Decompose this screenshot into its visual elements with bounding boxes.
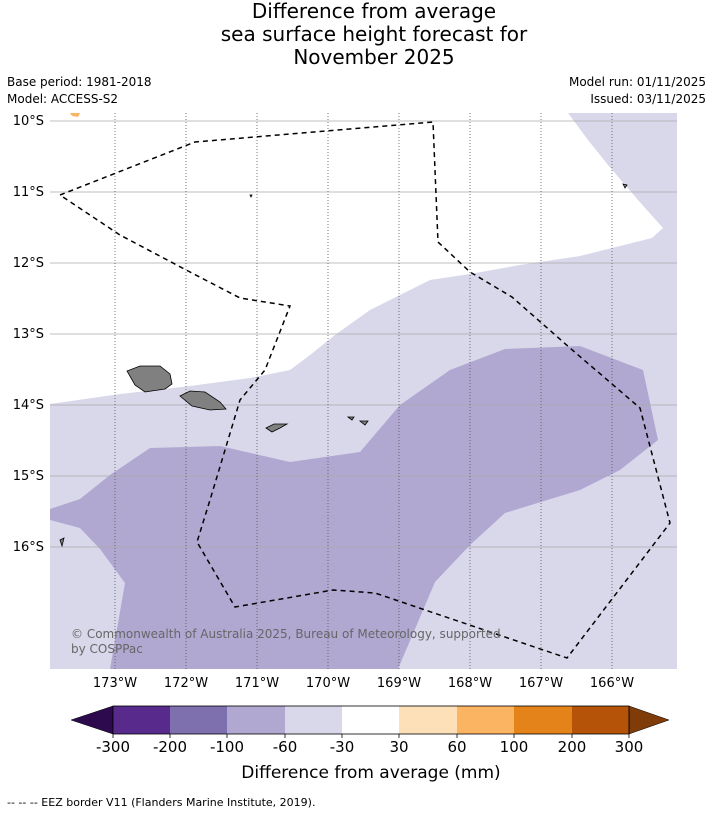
lat-labels: 10°S 11°S 12°S 13°S 14°S 15°S 16°S: [13, 114, 44, 555]
title-line-3: November 2025: [293, 45, 455, 69]
lat-label: 10°S: [13, 114, 44, 129]
upolu-island: [179, 390, 227, 411]
savaii-island: [126, 365, 173, 393]
colorbar-tick-label: 30: [389, 738, 408, 756]
tokelau-atoll: [622, 183, 628, 189]
lat-label: 12°S: [13, 256, 44, 271]
colorbar-bin: [572, 706, 629, 734]
lon-label: 171°W: [235, 676, 279, 691]
lat-label: 15°S: [13, 469, 44, 484]
colorbar-bin: [342, 706, 399, 734]
colorbar: -300 -200 -100 -60 -30 30 60 100 200 300…: [70, 705, 670, 783]
title-line-1: Difference from average: [251, 0, 497, 23]
lat-label: 14°S: [13, 398, 44, 413]
colorbar-bin: [399, 706, 457, 734]
lat-grid: [50, 120, 677, 548]
base-period: Base period: 1981-2018: [7, 75, 152, 89]
eez-legend-footer: -- -- -- EEZ border V11 (Flanders Marine…: [7, 796, 316, 809]
copyright-line-1: © Commonwealth of Australia 2025, Bureau…: [71, 627, 501, 641]
lon-label: 167°W: [519, 676, 563, 691]
colorbar-bin: [170, 706, 227, 734]
colorbar-tick-labels: -300 -200 -100 -60 -30 30 60 100 200 300: [96, 738, 643, 756]
lat-label: 13°S: [13, 327, 44, 342]
lon-label: 172°W: [164, 676, 208, 691]
issued-date: Issued: 03/11/2025: [590, 92, 706, 106]
lon-label: 166°W: [590, 676, 634, 691]
colorbar-bin: [113, 706, 170, 734]
colorbar-tick-label: 100: [500, 738, 529, 756]
colorbar-over-arrow: [628, 705, 670, 735]
band-mid: [50, 346, 658, 669]
colorbar-tick-label: -60: [273, 738, 298, 756]
lat-label: 11°S: [13, 185, 44, 200]
manua-island-1: [346, 416, 355, 421]
colorbar-tick-label: -30: [330, 738, 355, 756]
copyright-line-2: by COSPPac: [71, 642, 143, 656]
lat-label: 16°S: [13, 540, 44, 555]
colorbar-tick-label: -100: [210, 738, 244, 756]
colorbar-bin: [514, 706, 572, 734]
model-run: Model run: 01/11/2025: [568, 75, 706, 89]
colorbar-frame: [112, 705, 630, 735]
model-name: Model: ACCESS-S2: [7, 92, 119, 106]
lon-label: 170°W: [306, 676, 350, 691]
lon-label: 169°W: [377, 676, 421, 691]
small-atoll: [59, 537, 65, 548]
colorbar-tick-label: -200: [153, 738, 187, 756]
copyright-notice: © Commonwealth of Australia 2025, Bureau…: [71, 627, 501, 656]
colorbar-label: Difference from average (mm): [241, 763, 500, 783]
colorbar-under-arrow: [70, 705, 114, 735]
chart-title: Difference from average sea surface heig…: [0, 0, 713, 69]
title-line-2: sea surface height forecast for: [220, 22, 528, 46]
meta-left: Base period: 1981-2018 Model: ACCESS-S2: [7, 74, 152, 108]
eez-border: [58, 121, 671, 659]
manua-island-2: [358, 420, 369, 426]
band-neutral: [50, 113, 663, 404]
lon-labels: 173°W 172°W 171°W 170°W 169°W 168°W 167°…: [93, 676, 634, 691]
map-plot-area: [50, 113, 677, 669]
colorbar-bin: [285, 706, 342, 734]
positive-speck: [70, 113, 80, 117]
tutuila-island: [265, 423, 289, 433]
lon-label: 173°W: [93, 676, 137, 691]
colorbar-bin: [457, 706, 514, 734]
colorbar-tick-label: -300: [96, 738, 130, 756]
colorbar-bin: [227, 706, 285, 734]
colorbar-tick-label: 300: [615, 738, 644, 756]
colorbar-tick-label: 60: [447, 738, 466, 756]
colorbar-tick-label: 200: [558, 738, 587, 756]
meta-right: Model run: 01/11/2025 Issued: 03/11/2025: [569, 74, 706, 108]
swains-island: [249, 194, 253, 198]
colorbar-ticks: [112, 734, 630, 738]
islands: [59, 183, 628, 548]
lon-label: 168°W: [448, 676, 492, 691]
